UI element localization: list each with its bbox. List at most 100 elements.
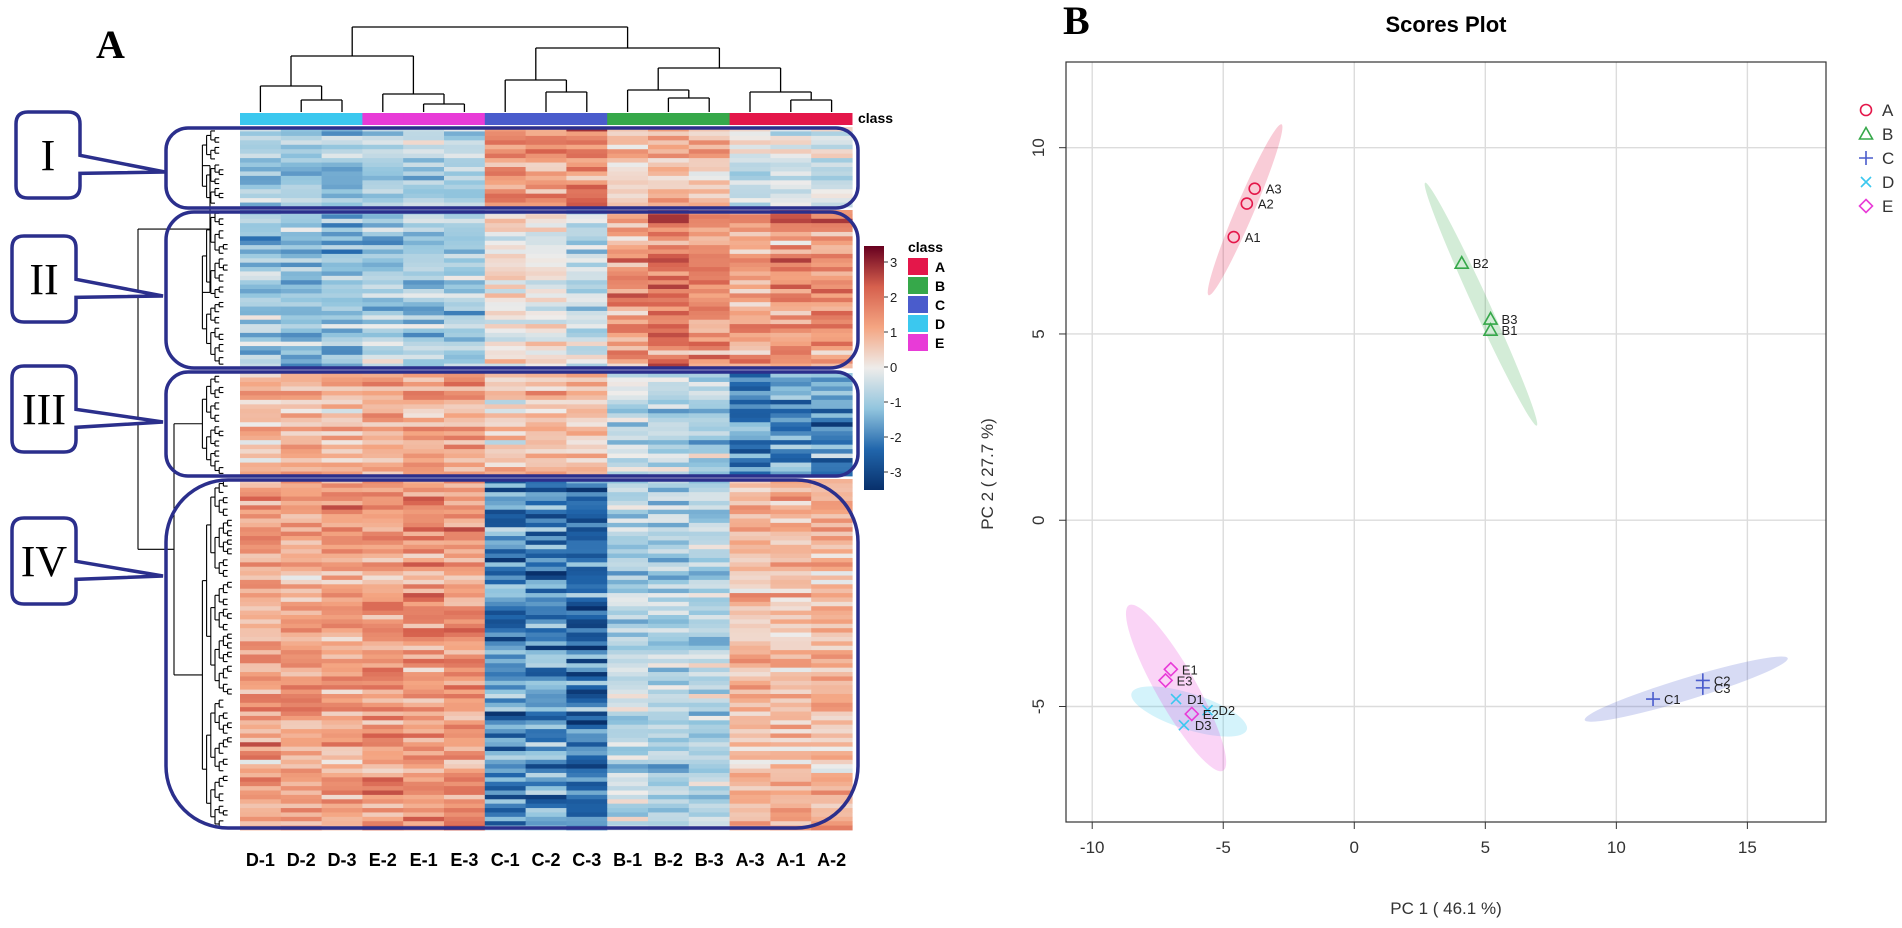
heatmap-cell <box>688 408 731 414</box>
heatmap-cell <box>525 149 567 155</box>
heatmap-cell <box>362 167 404 172</box>
heatmap-cell <box>688 737 731 743</box>
heatmap-cell <box>444 453 486 459</box>
heatmap-cell <box>280 575 323 581</box>
heatmap-cell <box>811 395 853 401</box>
heatmap-cell <box>444 386 486 392</box>
heatmap-cell <box>280 496 323 502</box>
heatmap-cell <box>240 218 282 224</box>
heatmap-cell <box>566 715 608 721</box>
heatmap-cell <box>362 408 404 414</box>
heatmap-cell <box>688 253 731 259</box>
heatmap-cell <box>770 663 812 669</box>
heatmap-cell <box>729 175 771 181</box>
heatmap-cell <box>240 549 282 554</box>
heatmap-cell <box>648 601 690 607</box>
legend-marker-a <box>1859 103 1873 117</box>
heatmap-cell <box>811 601 853 607</box>
heatmap-cell <box>770 505 812 511</box>
legend-swatch-a <box>908 258 928 275</box>
heatmap-cell <box>240 390 282 396</box>
point-label-a1: A1 <box>1245 230 1261 245</box>
heatmap-cell <box>280 522 323 528</box>
heatmap-cell <box>607 579 649 585</box>
heatmap-cell <box>444 645 486 651</box>
heatmap-cell <box>362 310 404 316</box>
heatmap-cell <box>566 522 608 528</box>
heatmap-cell <box>321 408 363 414</box>
heatmap-cell <box>362 381 404 387</box>
heatmap-cell <box>729 184 771 190</box>
heatmap-cell <box>280 584 323 590</box>
heatmap-cell <box>321 431 363 437</box>
heatmap-cell <box>321 518 363 524</box>
heatmap-cell <box>566 249 608 255</box>
heatmap-cell <box>648 258 690 264</box>
heatmap-cell <box>566 821 608 827</box>
heatmap-cell <box>688 332 731 338</box>
heatmap-cell <box>566 140 608 146</box>
heatmap-cell <box>484 799 527 805</box>
heatmap-cell <box>525 737 567 743</box>
heatmap-cell <box>688 597 731 603</box>
heatmap-cell <box>280 315 323 321</box>
heatmap-cell <box>403 440 445 446</box>
heatmap-cell <box>403 786 445 791</box>
heatmap-cell <box>607 751 649 756</box>
column-label: C-3 <box>572 850 601 870</box>
heatmap-cell <box>403 663 445 669</box>
heatmap-cell <box>321 663 363 669</box>
heatmap-cell <box>729 381 771 387</box>
heatmap-cell <box>280 198 323 203</box>
heatmap-cell <box>770 431 812 437</box>
heatmap-cell <box>607 149 649 155</box>
heatmap-cell <box>362 240 404 246</box>
heatmap-cell <box>648 799 690 805</box>
heatmap-cell <box>403 628 445 633</box>
legend-label-d: D <box>935 316 945 332</box>
heatmap-cell <box>607 193 649 199</box>
heatmap-cell <box>525 689 567 695</box>
heatmap-cell <box>403 280 445 286</box>
heatmap-cell <box>280 354 323 360</box>
heatmap-cell <box>321 399 363 405</box>
heatmap-cell <box>729 636 771 642</box>
heatmap-cell <box>484 588 527 594</box>
heatmap-cell <box>688 153 731 159</box>
heatmap-cell <box>688 417 731 423</box>
heatmap-cell <box>403 319 445 325</box>
heatmap-cell <box>484 471 527 477</box>
heatmap-cell <box>607 167 649 172</box>
heatmap-cell <box>770 575 812 581</box>
heatmap-cell <box>280 544 323 550</box>
heatmap-cell <box>648 790 690 796</box>
heatmap-cell <box>525 799 567 805</box>
heatmap-cell <box>362 158 404 163</box>
heatmap-cell <box>280 253 323 259</box>
heatmap-cell <box>688 302 731 307</box>
heatmap-cell <box>688 422 731 428</box>
heatmap-cell <box>688 435 731 441</box>
heatmap-cell <box>240 135 282 141</box>
heatmap-cell <box>729 399 771 405</box>
heatmap-cell <box>607 399 649 405</box>
heatmap-cell <box>403 324 445 329</box>
heatmap-cell <box>403 645 445 651</box>
heatmap-cell <box>362 458 404 463</box>
heatmap-cell <box>484 395 527 401</box>
heatmap-cell <box>484 275 527 281</box>
heatmap-cell <box>648 693 690 699</box>
heatmap-cell <box>729 680 771 686</box>
point-label-b3: B3 <box>1502 312 1518 327</box>
heatmap-cell <box>607 553 649 559</box>
heatmap-cell <box>688 363 731 369</box>
heatmap-cell <box>403 390 445 396</box>
heatmap-cell <box>525 253 567 259</box>
heatmap-cell <box>648 575 690 581</box>
heatmap-cell <box>525 540 567 546</box>
heatmap-cell <box>362 549 404 554</box>
heatmap-cell <box>321 540 363 546</box>
heatmap-cell <box>321 253 363 259</box>
heatmap-cell <box>729 354 771 360</box>
heatmap-cell <box>525 175 567 181</box>
